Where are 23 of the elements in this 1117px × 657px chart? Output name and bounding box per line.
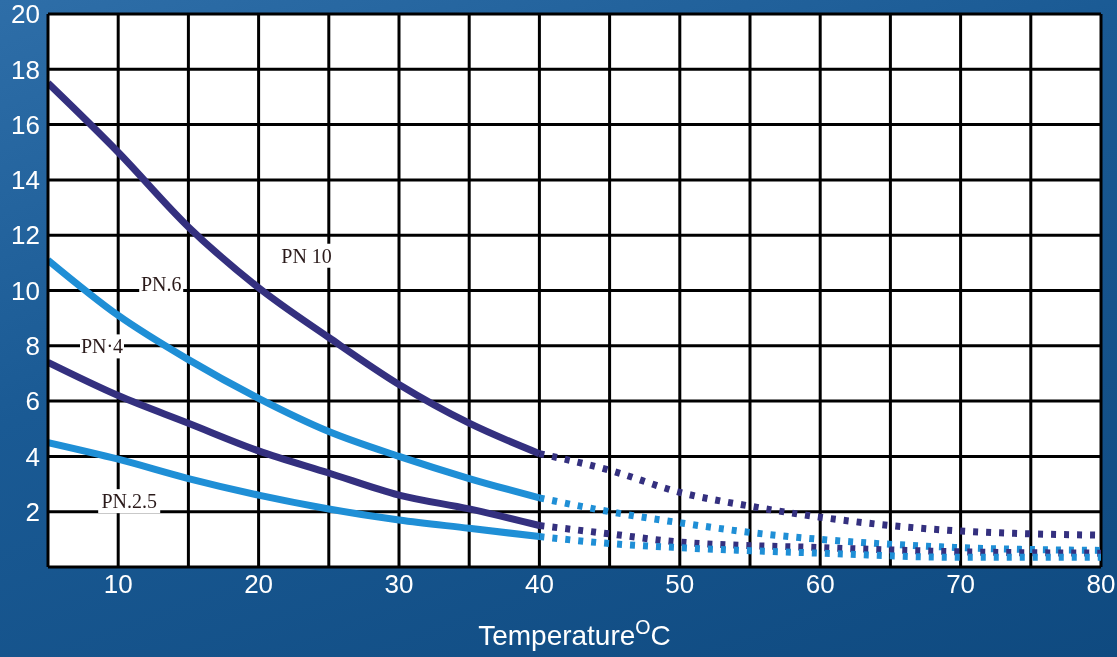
y-tick-label: 14 [11,165,40,196]
y-tick-label: 18 [11,54,40,85]
x-tick-label: 70 [946,569,976,600]
x-tick-label: 50 [665,569,695,600]
x-tick-label: 20 [244,569,274,600]
series-label: PN.6 [140,273,182,296]
y-tick-label: 20 [11,0,40,30]
y-tick-label: 2 [25,496,40,527]
y-tick-label: 6 [25,386,40,417]
x-tick-label: 10 [103,569,133,600]
y-tick-label: 4 [25,441,40,472]
series-label: PN·4 [80,335,124,358]
y-tick-label: 16 [11,109,40,140]
x-tick-label: 60 [805,569,835,600]
x-tick-label: 30 [384,569,414,600]
x-tick-label: 80 [1086,569,1116,600]
series-label: PN.2.5 [101,490,157,513]
series-label: PN 10 [281,244,332,267]
x-tick-label: 40 [524,569,554,600]
y-tick-label: 10 [11,275,40,306]
x-axis-title: Temperature$^{O}$C [478,616,671,651]
y-tick-label: 12 [11,220,40,251]
y-tick-label: 8 [25,331,40,362]
